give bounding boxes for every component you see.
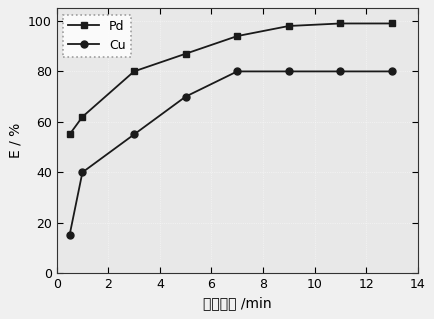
Pd [389,22,395,26]
Cu [338,70,343,73]
Cu [132,133,137,137]
Cu [235,70,240,73]
X-axis label: 搞拌时间 /min: 搞拌时间 /min [203,297,272,311]
Pd [183,52,188,56]
Pd [80,115,85,119]
Pd [338,22,343,26]
Cu [286,70,291,73]
Cu [80,170,85,174]
Pd [286,24,291,28]
Cu [183,95,188,99]
Line: Pd: Pd [66,20,395,138]
Legend: Pd, Cu: Pd, Cu [63,15,131,57]
Pd [235,34,240,38]
Cu [67,234,72,237]
Line: Cu: Cu [66,68,395,239]
Pd [67,133,72,137]
Cu [389,70,395,73]
Y-axis label: E / %: E / % [8,123,22,159]
Pd [132,70,137,73]
